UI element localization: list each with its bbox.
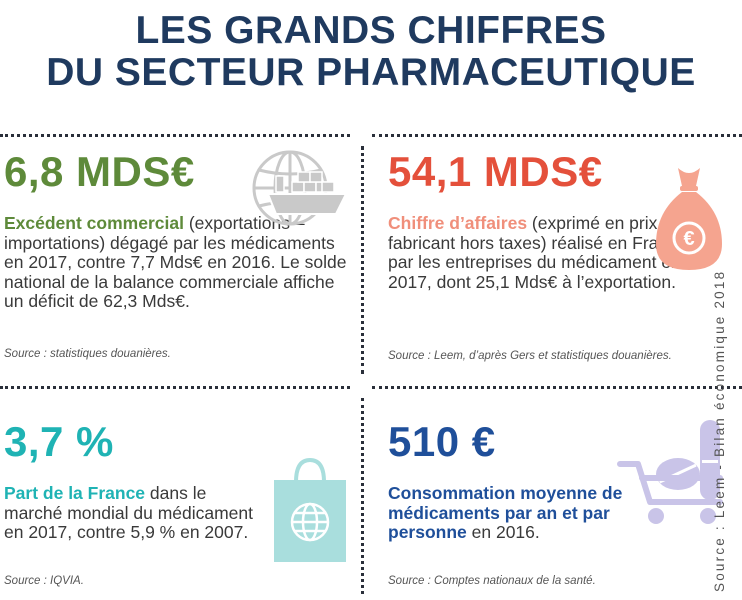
page-title: LES GRANDS CHIFFRES DU SECTEUR PHARMACEU… [0, 10, 742, 94]
market-share-figure: 3,7 % [4, 418, 114, 465]
middle-left-divider [0, 386, 350, 389]
consumption-figure: 510 € [388, 418, 496, 465]
market-share-description: Part de la France dans le marché mondial… [4, 483, 254, 543]
trade-surplus-panel: 6,8 MDS€ Excédent commercial (exportatio… [4, 150, 349, 312]
title-line-2: DU SECTEUR PHARMACEUTIQUE [46, 51, 696, 94]
top-right-divider [372, 134, 742, 137]
consumption-panel: 510 € Consommation moyenne de médicament… [388, 420, 638, 543]
upper-vertical-divider [361, 146, 364, 374]
market-share-highlight: Part de la France [4, 483, 146, 503]
globe-ship-icon [252, 150, 348, 226]
revenue-panel: 54,1 MDS€ Chiffre d’affaires (exprimé en… [388, 150, 688, 292]
market-share-source: Source : IQVIA. [4, 575, 84, 587]
svg-text:€: € [683, 228, 694, 250]
shopping-bag-globe-icon [274, 457, 346, 562]
top-left-divider [0, 134, 350, 137]
revenue-figure: 54,1 MDS€ [388, 148, 603, 195]
side-source-note: Source : Leem - Bilan économique 2018 [712, 269, 727, 592]
consumption-highlight: Consommation moyenne de médicaments par … [388, 483, 623, 542]
trade-surplus-text: (exportations – importations) dégagé par… [4, 213, 347, 311]
market-share-panel: 3,7 % Part de la France dans le marché m… [4, 420, 254, 543]
cart-pills-icon [617, 420, 723, 524]
lower-vertical-divider [361, 398, 364, 594]
consumption-description: Consommation moyenne de médicaments par … [388, 483, 638, 543]
trade-surplus-figure: 6,8 MDS€ [4, 148, 195, 195]
market-share-text: dans le marché mondial du médicament en … [4, 483, 254, 542]
money-bag-icon: € [656, 168, 722, 270]
consumption-text: en 2016. [466, 522, 540, 542]
revenue-source: Source : Leem, d’après Gers et statistiq… [388, 350, 672, 362]
revenue-description: Chiffre d’affaires (exprimé en prix fabr… [388, 213, 688, 292]
title-line-1: LES GRANDS CHIFFRES [135, 9, 607, 52]
middle-right-divider [372, 386, 742, 389]
consumption-source: Source : Comptes nationaux de la santé. [388, 575, 596, 587]
trade-surplus-highlight: Excédent commercial [4, 213, 184, 233]
trade-surplus-description: Excédent commercial (exportations – impo… [4, 213, 349, 312]
revenue-highlight: Chiffre d’affaires [388, 213, 528, 233]
revenue-text: (exprimé en prix fabricant hors taxes) r… [388, 213, 687, 292]
trade-surplus-source: Source : statistiques douanières. [4, 348, 171, 360]
